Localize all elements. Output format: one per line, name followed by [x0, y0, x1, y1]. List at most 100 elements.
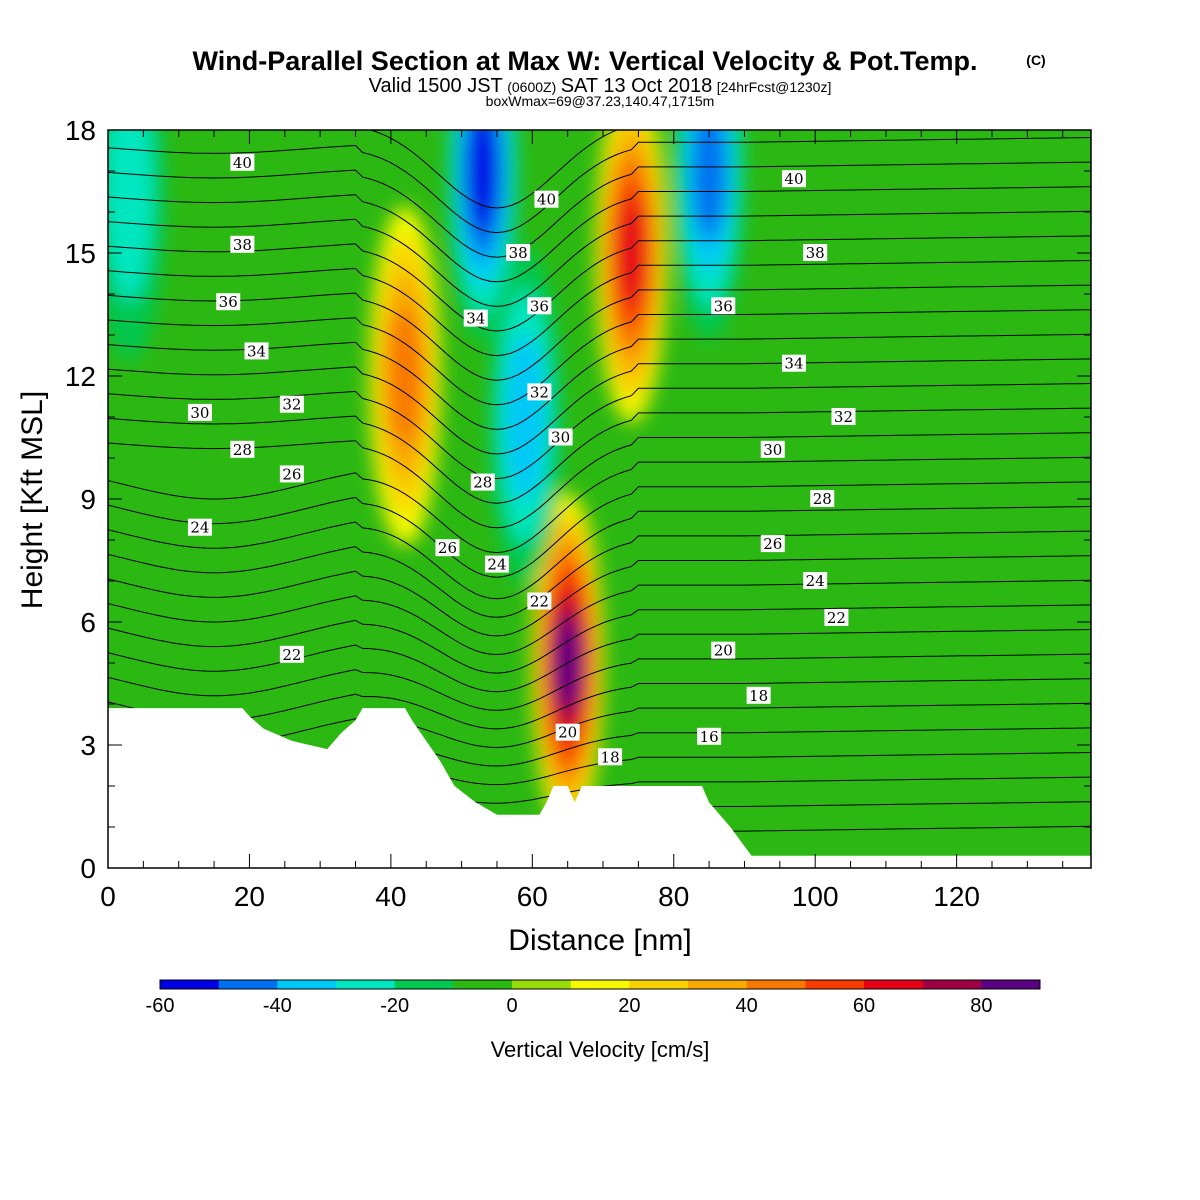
x-tick-label: 80 [658, 881, 689, 912]
contour-label: 22 [527, 592, 552, 611]
svg-text:24: 24 [487, 556, 506, 574]
downdraft-core [691, 130, 727, 241]
theta-contour [108, 161, 1091, 258]
downdraft-core [108, 130, 155, 302]
x-tick-label: 60 [517, 881, 548, 912]
valid-time-line: Valid 1500 JST (0600Z) SAT 13 Oct 2018 [… [369, 75, 832, 97]
contour-label: 24 [803, 572, 828, 590]
y-tick-label: 3 [80, 730, 96, 761]
colorbar-swatch [277, 980, 337, 989]
contour-label: 34 [463, 309, 488, 328]
y-tick-label: 0 [80, 853, 96, 884]
colorbar-swatch [688, 980, 748, 989]
svg-text:20: 20 [714, 642, 733, 660]
updraft-core [616, 198, 646, 308]
contour-label: 26 [760, 535, 785, 553]
colorbar-tick-label: 60 [853, 995, 875, 1017]
colorbar-swatch [922, 980, 982, 989]
theta-contour [108, 555, 1091, 637]
x-tick-label: 100 [792, 881, 839, 912]
colorbar-tick-label: 0 [506, 995, 517, 1017]
theta-contour [108, 579, 1091, 656]
theta-contour [108, 506, 1091, 600]
svg-text:40: 40 [784, 170, 803, 188]
svg-text:24: 24 [806, 572, 825, 590]
theta-contour [108, 210, 1091, 307]
contour-label: 28 [230, 440, 255, 459]
colorbar-tick-label: 40 [736, 995, 758, 1017]
x-axis-label: Distance [nm] [508, 924, 691, 957]
colorbar-swatch [453, 980, 513, 989]
contour-label: 40 [534, 190, 559, 209]
svg-text:30: 30 [763, 441, 782, 459]
contour-label: 36 [216, 293, 241, 311]
box-info: boxWmax=69@37.23,140.47,1715m [486, 93, 715, 109]
colorbar-swatch [512, 980, 572, 989]
theta-contour [108, 186, 1091, 283]
colorbar-tick-label: -40 [263, 995, 292, 1017]
theta-contour [108, 481, 1091, 578]
contour-label: 40 [781, 170, 806, 188]
svg-text:34: 34 [466, 310, 485, 328]
colorbar-swatch [629, 980, 689, 989]
theta-contour [108, 333, 1091, 430]
x-tick-label: 0 [100, 881, 116, 912]
svg-text:32: 32 [282, 396, 301, 414]
contour-label: 20 [555, 723, 580, 742]
contour-label: 22 [824, 608, 849, 627]
downdraft-core [505, 332, 546, 502]
downdraft-core [467, 130, 499, 232]
chart-title: Wind-Parallel Section at Max W: Vertical… [193, 46, 978, 76]
contour-label: 36 [527, 297, 552, 315]
svg-text:26: 26 [282, 465, 301, 483]
svg-text:36: 36 [530, 297, 549, 315]
svg-text:34: 34 [247, 342, 266, 360]
svg-text:18: 18 [749, 687, 768, 705]
colorbar-swatch [746, 980, 806, 989]
y-tick-label: 9 [80, 484, 96, 515]
updraft-core [387, 306, 423, 446]
contour-label: 30 [548, 428, 573, 447]
contour-label: 30 [187, 403, 212, 422]
theta-contour [108, 530, 1091, 618]
y-tick-label: 12 [65, 361, 96, 392]
svg-text:24: 24 [190, 519, 209, 537]
theta-contour [108, 407, 1091, 504]
svg-text:22: 22 [282, 646, 301, 664]
contour-label: 24 [484, 555, 509, 574]
colorbar: -60 -40 -20 0 20 40 60 80 [146, 979, 1041, 1017]
title-mark: (C) [1026, 52, 1045, 68]
svg-text:36: 36 [219, 293, 238, 311]
svg-text:28: 28 [813, 490, 832, 508]
contour-label: 40 [230, 153, 255, 172]
svg-text:32: 32 [834, 408, 853, 426]
svg-text:38: 38 [806, 244, 825, 262]
colorbar-tick-label: 80 [970, 995, 992, 1017]
contour-label: 36 [711, 297, 736, 315]
svg-text:28: 28 [233, 441, 252, 459]
contour-label: 38 [803, 244, 828, 262]
contour-label: 38 [230, 235, 255, 254]
contour-label: 34 [244, 342, 269, 360]
svg-text:18: 18 [601, 748, 620, 766]
theta-contour [108, 383, 1091, 480]
colorbar-tick-label: -60 [146, 995, 175, 1017]
svg-text:36: 36 [714, 297, 733, 315]
svg-text:22: 22 [530, 593, 549, 611]
colorbar-swatch [160, 980, 220, 989]
colorbar-tick-label: -20 [380, 995, 409, 1017]
colorbar-swatch [981, 980, 1041, 989]
svg-text:22: 22 [827, 609, 846, 627]
theta-contour [108, 432, 1091, 529]
contour-label: 20 [711, 641, 736, 660]
svg-text:26: 26 [438, 539, 457, 557]
contour-label: 18 [598, 748, 623, 766]
contour-label: 28 [470, 473, 495, 492]
colorbar-swatch [336, 980, 396, 989]
theta-contour [108, 284, 1091, 381]
x-tick-label: 120 [933, 881, 980, 912]
svg-text:40: 40 [537, 191, 556, 209]
theta-contour [108, 456, 1091, 554]
svg-text:20: 20 [558, 724, 577, 742]
colorbar-swatch [864, 980, 924, 989]
